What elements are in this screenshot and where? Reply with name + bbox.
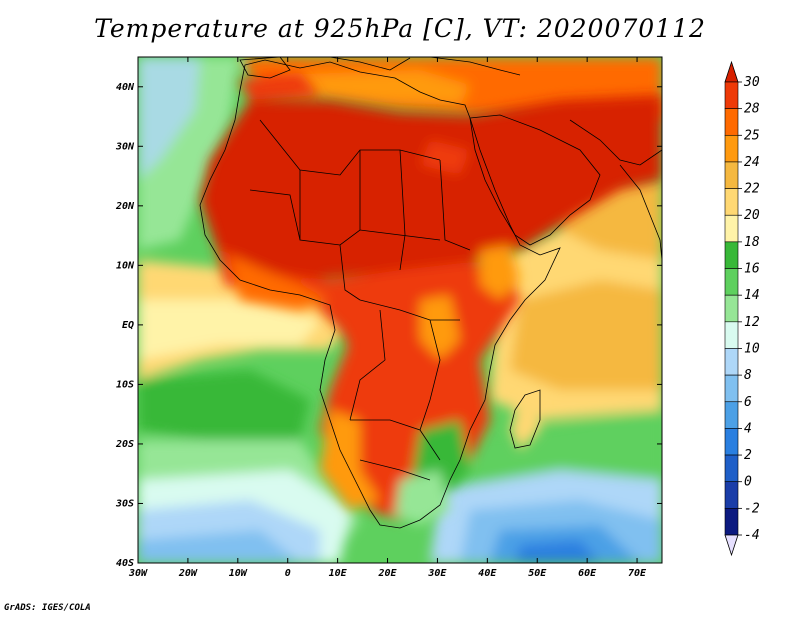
colorbar-bottom-arrow — [724, 534, 739, 557]
coastlines — [199, 57, 662, 529]
colorbar-bin — [724, 268, 739, 296]
colorbar-bin — [724, 161, 739, 189]
colorbar-label: 2 — [744, 448, 752, 463]
colorbar-bin — [724, 454, 739, 483]
colorbar-bin — [724, 428, 739, 456]
colorbar-bin — [724, 134, 739, 163]
colorbar-label: 12 — [744, 315, 760, 330]
lat-tick-label: 40N — [116, 82, 135, 93]
map-title: Temperature at 925hPa [C], VT: 202007011… — [94, 14, 706, 43]
colorbar-label: 10 — [744, 341, 760, 356]
lon-tick-label: 10W — [229, 568, 248, 579]
colorbar-label: 25 — [744, 128, 760, 143]
colorbar-label: 22 — [744, 182, 760, 197]
lon-tick-label: 30W — [128, 568, 148, 579]
colorbar-bin — [724, 188, 739, 216]
colorbar-label: -2 — [744, 501, 760, 516]
lon-tick-label: 50E — [528, 568, 547, 579]
temperature-field — [138, 57, 662, 563]
lon-tick-label: 60E — [578, 568, 597, 579]
colorbar-label: 30 — [743, 75, 760, 90]
lat-tick-label: EQ — [122, 320, 134, 331]
map-axes: 30W 20W 10W 0 10E 20E 30E 40E 50E 60E 70E 40S 30S 20S… — [115, 57, 662, 579]
lon-tick-label: 0 — [285, 568, 291, 579]
lat-tick-label: 10S — [116, 379, 134, 390]
colorbar-bin — [724, 401, 739, 429]
colorbar-bin — [724, 508, 739, 536]
lat-tick-label: 30N — [115, 141, 135, 152]
lat-tick-label: 10N — [116, 260, 135, 271]
lat-tick-label: 20S — [115, 439, 134, 450]
lon-tick-label: 40E — [478, 568, 497, 579]
colorbar-bin — [724, 374, 739, 403]
colorbar-label: 8 — [744, 368, 752, 383]
lat-tick-label: 20N — [115, 201, 135, 212]
colorbar-label: 14 — [744, 288, 760, 303]
colorbar-label: 24 — [744, 155, 760, 170]
colorbar-bin — [724, 321, 739, 349]
colorbar-label: 18 — [744, 235, 760, 250]
grads-credit: GrADS: IGES/COLA — [4, 603, 91, 613]
colorbar-bin — [724, 348, 739, 376]
lon-tick-label: 20W — [178, 568, 198, 579]
colorbar-label: 4 — [744, 421, 752, 436]
colorbar-label: 16 — [744, 262, 760, 277]
colorbar-bin — [724, 294, 739, 323]
colorbar-label: 28 — [744, 102, 760, 117]
lon-tick-label: 70E — [628, 568, 647, 579]
colorbar-label: -4 — [744, 528, 760, 543]
colorbar-bin — [724, 481, 739, 509]
lon-tick-label: 10E — [329, 568, 348, 579]
colorbar-top-arrow — [724, 60, 739, 83]
lat-tick-label: 40S — [116, 558, 134, 569]
colorbar-bin — [724, 214, 739, 243]
colorbar-label: 6 — [744, 395, 752, 410]
plot-frame — [137, 56, 663, 564]
colorbar-bin — [724, 108, 739, 136]
lon-tick-label: 20E — [377, 568, 397, 579]
colorbar-label: 0 — [744, 475, 752, 490]
colorbar-label: 20 — [744, 208, 760, 223]
colorbar-bin — [724, 241, 739, 269]
lon-tick-label: 30E — [427, 568, 447, 579]
lat-tick-label: 30S — [115, 498, 134, 509]
colorbar-bin — [724, 81, 739, 109]
